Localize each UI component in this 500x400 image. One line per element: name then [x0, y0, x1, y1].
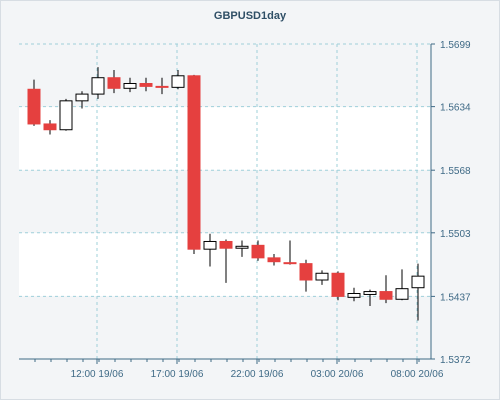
- y-tick-label: 1.5699: [440, 40, 471, 51]
- y-axis: 1.5699 1.5634 1.5568 1.5503 1.5437 1.5372: [431, 40, 471, 366]
- plot-area-band: [19, 296, 431, 359]
- candle-bullish: [395, 288, 409, 300]
- candle-bullish: [75, 93, 89, 102]
- chart-title: GBPUSD1day: [213, 10, 287, 22]
- candle-bullish: [315, 272, 329, 281]
- candle-bearish: [187, 75, 201, 250]
- x-tick-label: 08:00 20/06: [391, 369, 444, 380]
- y-tick-label: 1.5437: [440, 292, 471, 303]
- candle-bearish: [219, 240, 233, 249]
- candle-bearish: [379, 291, 393, 300]
- plot-area-band: [19, 170, 431, 233]
- y-tick-label: 1.5634: [440, 103, 471, 114]
- candle-bullish: [235, 245, 249, 249]
- candle-bullish: [59, 100, 73, 131]
- candle-bearish: [267, 257, 281, 263]
- y-tick-label: 1.5568: [440, 166, 471, 177]
- x-tick-label: 12:00 19/06: [71, 369, 124, 380]
- candle-bearish: [107, 77, 121, 89]
- y-tick-label: 1.5372: [440, 355, 471, 366]
- candle-bearish: [331, 272, 345, 297]
- x-tick-label: 17:00 19/06: [151, 369, 204, 380]
- candle-bearish: [43, 123, 57, 131]
- candle-bullish: [363, 291, 377, 295]
- candle-bearish: [155, 85, 169, 88]
- candle-bullish: [347, 292, 361, 298]
- candle-bearish: [299, 263, 313, 281]
- candle-bullish: [171, 75, 185, 88]
- candle-bearish: [283, 262, 297, 265]
- x-tick-label: 03:00 20/06: [311, 369, 364, 380]
- candle-bullish: [123, 82, 137, 89]
- candle-bullish: [91, 77, 105, 95]
- candle-bullish: [411, 275, 425, 289]
- candle-bearish: [251, 244, 265, 259]
- candle-bullish: [203, 240, 217, 250]
- x-axis: 12:00 19/06 17:00 19/06 22:00 19/06 03:00 2…: [34, 359, 444, 380]
- x-tick-label: 22:00 19/06: [231, 369, 284, 380]
- candles: [27, 67, 425, 321]
- y-tick-label: 1.5503: [440, 229, 471, 240]
- candle-bearish: [27, 88, 41, 125]
- candle-bearish: [139, 82, 153, 87]
